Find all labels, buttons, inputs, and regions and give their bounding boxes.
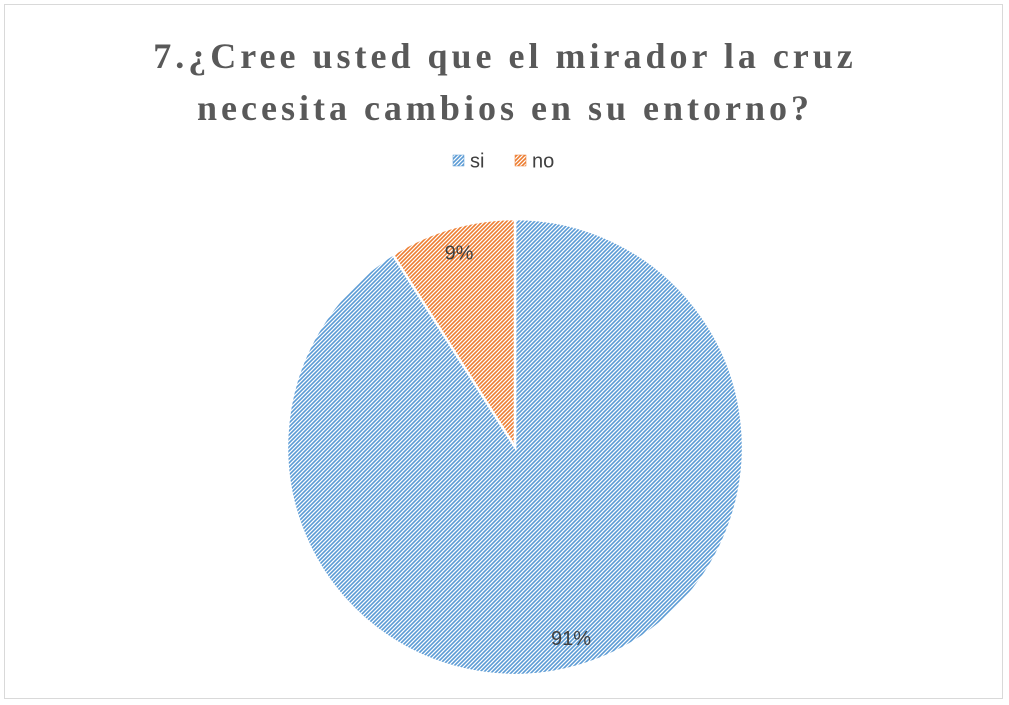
- chart-title: 7.¿Cree usted que el mirador la cruz nec…: [153, 36, 857, 128]
- chart-frame: [4, 4, 1003, 699]
- legend-label: no: [532, 150, 554, 172]
- legend-label: si: [470, 150, 484, 172]
- data-label: 9%: [445, 243, 474, 265]
- legend-swatch: [452, 154, 465, 167]
- legend-swatch: [514, 154, 527, 167]
- pie-slice: [391, 217, 517, 452]
- data-label: 91%: [551, 628, 591, 650]
